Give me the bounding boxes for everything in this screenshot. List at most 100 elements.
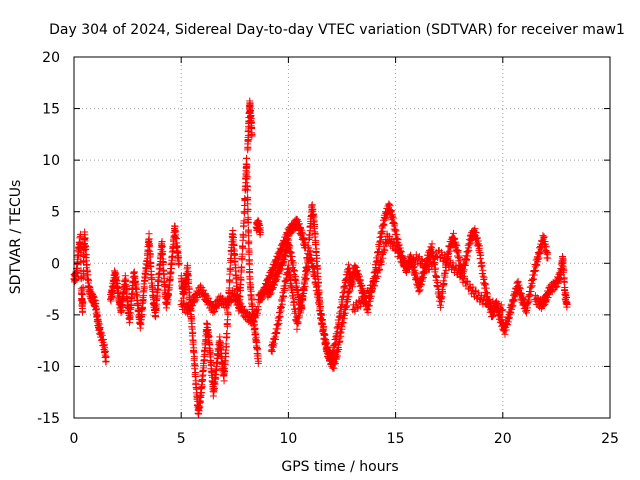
data-point [185, 285, 193, 293]
data-point [102, 357, 110, 365]
data-point [463, 256, 471, 264]
data-point [311, 271, 319, 279]
data-point [233, 279, 241, 287]
data-point [276, 312, 284, 320]
data-point [244, 205, 252, 213]
data-point [243, 154, 251, 162]
data-point [282, 252, 290, 260]
data-point [529, 275, 537, 283]
data-point [348, 276, 356, 284]
data-point [461, 261, 469, 269]
data-point [192, 377, 200, 385]
data-point [554, 280, 562, 288]
data-point [293, 279, 301, 287]
y-tick-label: 20 [42, 50, 60, 66]
data-point [531, 267, 539, 275]
data-point [288, 284, 296, 292]
data-point [473, 234, 481, 242]
data-point [451, 234, 459, 242]
data-point [200, 364, 208, 372]
data-point [122, 277, 130, 285]
data-point [560, 266, 568, 274]
data-point [465, 285, 473, 293]
data-point [175, 259, 183, 267]
data-point [311, 221, 319, 229]
data-point [226, 278, 234, 286]
data-point [207, 298, 215, 306]
y-tick-label: 10 [42, 153, 60, 169]
data-point [312, 275, 320, 283]
data-point [189, 328, 197, 336]
data-point [206, 340, 214, 348]
data-point [402, 269, 410, 277]
data-point [248, 295, 256, 303]
data-point [377, 237, 385, 245]
data-point [311, 230, 319, 238]
data-point [480, 274, 488, 282]
data-point [246, 265, 254, 273]
data-point [140, 284, 148, 292]
data-point [448, 263, 456, 271]
data-point [393, 235, 401, 243]
data-point [244, 193, 252, 201]
data-point [286, 242, 294, 250]
data-point [455, 254, 463, 262]
data-point [346, 265, 354, 273]
data-point [275, 270, 283, 278]
data-point [472, 229, 480, 237]
data-point [437, 303, 445, 311]
data-point [527, 283, 535, 291]
data-point [362, 294, 370, 302]
data-point [303, 266, 311, 274]
data-point [471, 288, 479, 296]
y-tick-label: -15 [37, 411, 60, 427]
data-point [389, 212, 397, 220]
data-point [221, 367, 229, 375]
data-point [494, 300, 502, 308]
data-point [385, 201, 393, 209]
data-point [519, 294, 527, 302]
data-point [254, 357, 262, 365]
data-point [510, 297, 518, 305]
data-point [454, 247, 462, 255]
data-point [335, 345, 343, 353]
data-point [481, 281, 489, 289]
data-point [392, 245, 400, 253]
data-point [376, 266, 384, 274]
data-point [483, 289, 491, 297]
data-point [559, 255, 567, 263]
data-point [506, 314, 514, 322]
data-point [316, 302, 324, 310]
data-point [220, 377, 228, 385]
data-point [240, 217, 248, 225]
data-points [70, 97, 571, 418]
data-point [335, 320, 343, 328]
data-point [313, 254, 321, 262]
data-point [489, 312, 497, 320]
data-point [449, 259, 457, 267]
data-point [254, 306, 262, 314]
data-point [310, 263, 318, 271]
data-point [561, 284, 569, 292]
y-tick-label: -5 [46, 308, 60, 324]
data-point [237, 276, 245, 284]
data-point [207, 360, 215, 368]
data-point [398, 253, 406, 261]
y-tick-label: 5 [51, 205, 60, 221]
x-tick-label: 5 [177, 431, 186, 447]
data-point [353, 266, 361, 274]
data-point [394, 236, 402, 244]
data-point [447, 244, 455, 252]
data-point [438, 293, 446, 301]
x-tick-label: 15 [387, 431, 405, 447]
data-point [147, 267, 155, 275]
data-point [479, 266, 487, 274]
data-point [161, 282, 169, 290]
data-point [298, 303, 306, 311]
data-point [96, 324, 104, 332]
data-point [245, 248, 253, 256]
data-point [415, 287, 423, 295]
data-point [514, 277, 522, 285]
data-point [79, 299, 87, 307]
